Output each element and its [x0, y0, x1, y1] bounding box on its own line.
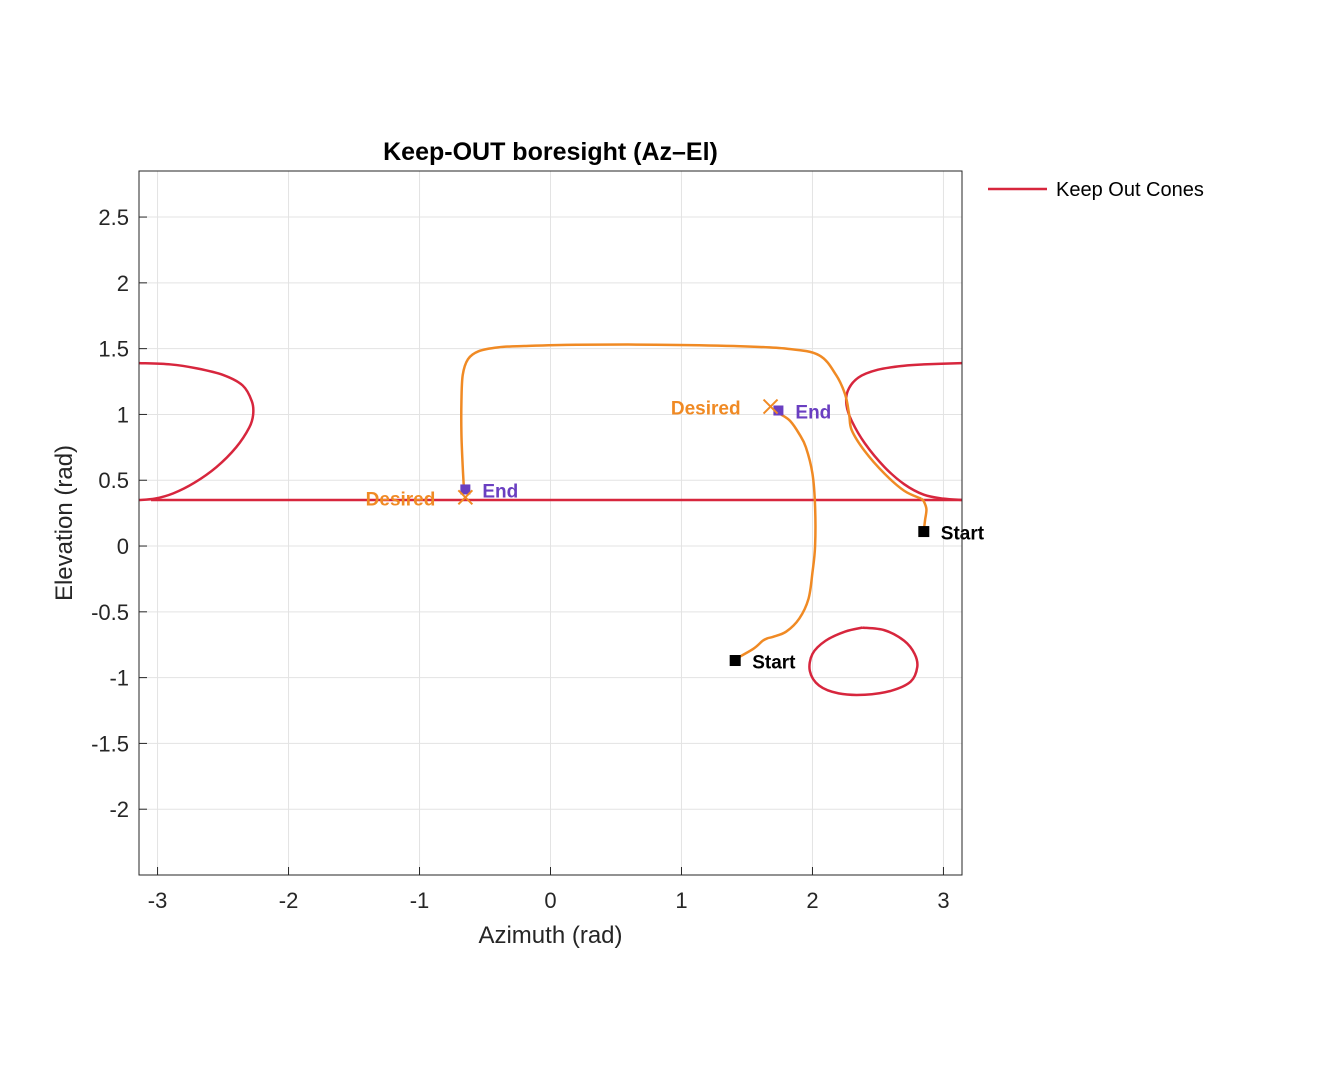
y-tick-label: -2: [109, 797, 129, 822]
x-tick-label: -3: [148, 888, 168, 913]
y-tick-label: 0.5: [98, 468, 129, 493]
plot-markers: Start Start End End Desired Desired: [366, 399, 985, 674]
y-tick-label: 1: [117, 402, 129, 427]
start-marker: [918, 526, 930, 538]
trajectory-line: [920, 497, 928, 531]
y-tick-label: -0.5: [91, 600, 129, 625]
desired-label: Desired: [366, 489, 436, 510]
trajectory-line: [734, 410, 817, 661]
chart-title: Keep-OUT boresight (Az–El): [383, 138, 718, 166]
x-tick-label: 2: [806, 888, 818, 913]
desired-label: Desired: [671, 399, 741, 420]
y-tick-label: -1.5: [91, 731, 129, 756]
y-tick-label: 2.5: [98, 205, 129, 230]
keep-out-cone-line: [139, 361, 255, 502]
grid: [139, 171, 962, 875]
desired-marker: [762, 398, 779, 415]
x-tick-label: 1: [675, 888, 687, 913]
keep-out-cone-line: [844, 361, 962, 502]
x-tick-label: 3: [937, 888, 949, 913]
start-label: Start: [752, 653, 796, 674]
end-marker: [460, 484, 471, 495]
legend-entry-keep-out-cones: Keep Out Cones: [1056, 179, 1204, 201]
x-tick-label: -2: [279, 888, 299, 913]
end-label: End: [795, 402, 831, 423]
y-tick-label: 2: [117, 271, 129, 296]
plot-series: [139, 343, 962, 697]
desired-marker: [457, 489, 474, 506]
y-axis-label: Elevation (rad): [51, 445, 78, 601]
start-marker: [729, 655, 741, 667]
trajectory-line: [460, 343, 922, 500]
x-tick-label: -1: [410, 888, 430, 913]
legend: Keep Out Cones: [988, 179, 1204, 201]
axis-ticks: -3 -2 -1 0 1 2 3 -2 -1.5 -1 -0.5 0 0.5 1 1.5 2 2.5: [91, 205, 949, 913]
y-tick-label: 0: [117, 534, 129, 559]
end-marker: [773, 405, 784, 416]
y-tick-label: 1.5: [98, 337, 129, 362]
start-label: Start: [941, 524, 985, 545]
x-axis-label: Azimuth (rad): [478, 922, 622, 949]
end-label: End: [482, 481, 518, 502]
keep-out-cone-line: [808, 626, 919, 697]
y-tick-label: -1: [109, 666, 129, 691]
x-tick-label: 0: [544, 888, 556, 913]
